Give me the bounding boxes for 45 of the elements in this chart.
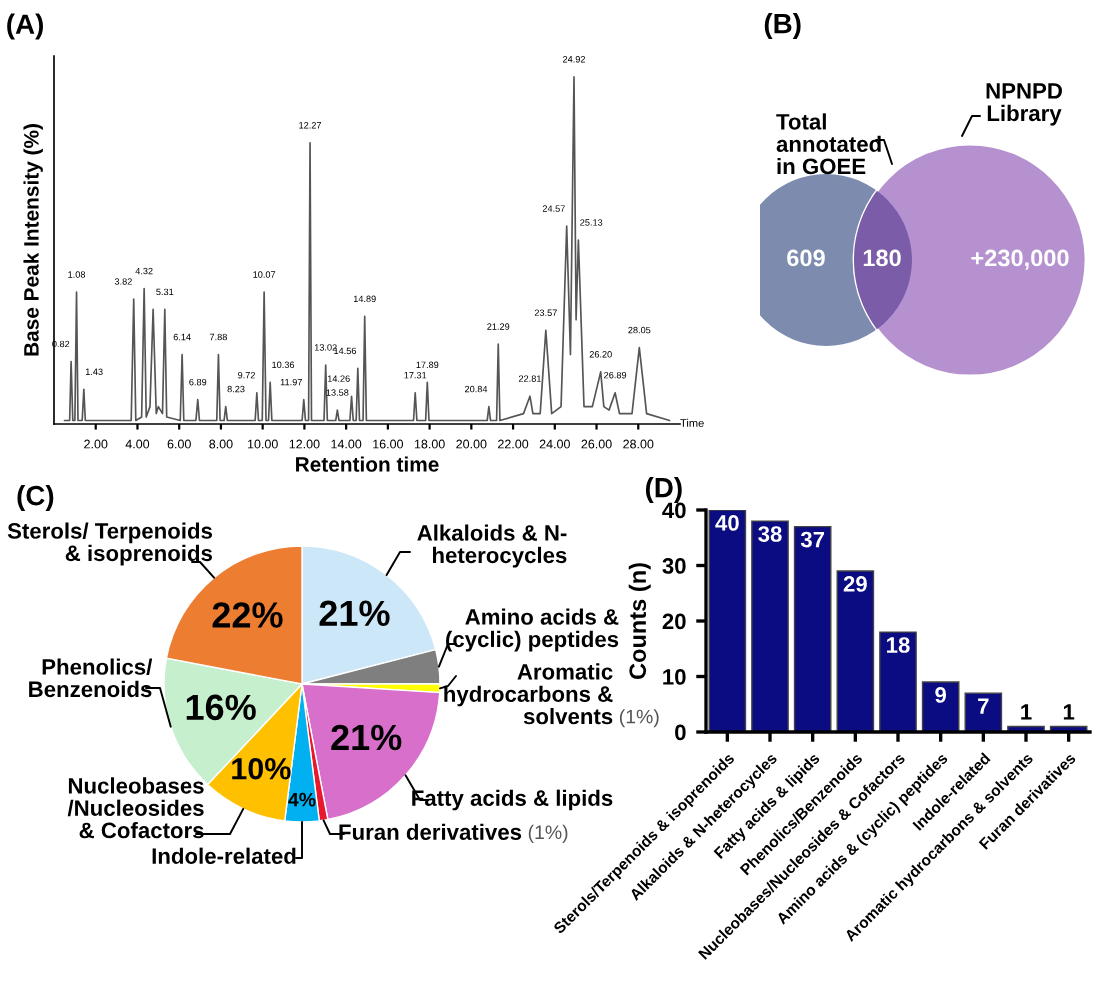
- data-label: 18: [887, 637, 910, 653]
- category-label: Total annotated in GOEE: [776, 113, 881, 175]
- data-label: 21%: [331, 724, 402, 751]
- text: +230,000: [971, 249, 1069, 270]
- slice-label: Sterols/ Terpenoids & isoprenoids: [7, 522, 212, 566]
- y-tick-label: 10: [663, 669, 686, 685]
- bar: [793, 525, 832, 732]
- slice-label: Aromatic hydrocarbons & solvents: [444, 663, 613, 725]
- slice-label: Alkaloids & N- heterocycles: [417, 524, 567, 568]
- text: 609: [787, 249, 825, 267]
- y-axis-title: Counts (n): [628, 563, 651, 680]
- bar: [836, 570, 875, 732]
- chart-title: (A): [7, 13, 43, 40]
- data-label: 29: [843, 576, 867, 592]
- slice-label: Amino acids & (cyclic) peptides: [446, 608, 619, 652]
- data-label: 40: [715, 515, 739, 531]
- data-label: 4%: [288, 792, 316, 807]
- data-label: 16%: [186, 694, 256, 721]
- data-label: 37: [800, 531, 825, 548]
- slice-label: Nucleobases /Nucleosides & Cofactors: [67, 777, 204, 839]
- data-label: 9: [935, 687, 947, 703]
- x-axis-title: Retention time: [296, 456, 439, 472]
- data-label: 10%: [232, 757, 291, 780]
- y-tick-label: 30: [662, 558, 686, 574]
- chart-title: (C): [17, 485, 54, 511]
- bar: [921, 681, 960, 732]
- bar: [879, 631, 917, 732]
- text: 180: [863, 249, 901, 267]
- data-label: 22%: [212, 602, 283, 628]
- data-label: 1: [1021, 704, 1032, 720]
- data-label: 21%: [319, 600, 390, 627]
- bar: [751, 520, 789, 732]
- bar: [964, 692, 1003, 732]
- text: (B): [764, 13, 801, 39]
- category-label: NPNPD Library: [986, 83, 1062, 126]
- data-label: 7: [978, 698, 989, 714]
- data-label: 1: [1063, 704, 1075, 720]
- y-tick-label: 0: [675, 724, 686, 741]
- slice-label: Phenolics/ Benzenoids: [29, 658, 153, 698]
- y-tick-label: 20: [662, 613, 686, 630]
- y-tick-label: 40: [662, 502, 686, 519]
- data-label: (1%): [619, 709, 659, 728]
- data-label: 38: [758, 526, 782, 542]
- y-axis-title: Base Peak Intensity (%): [23, 124, 43, 356]
- chart-title: (D): [645, 477, 682, 503]
